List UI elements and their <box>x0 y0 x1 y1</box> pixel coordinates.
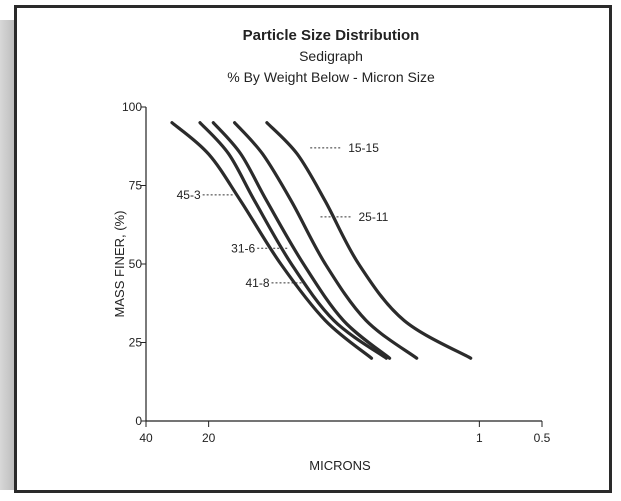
axes: 0 25 50 75 100 40 20 1 0.5 <box>122 100 551 445</box>
series-layer <box>170 121 473 360</box>
x-tick-label: 20 <box>202 431 216 445</box>
y-axis-label: MASS FINER, (%) <box>112 211 127 318</box>
y-tick-label: 0 <box>135 414 142 428</box>
series-label-45-3: 45-3 <box>177 188 201 202</box>
series-line-25-11 <box>233 121 419 360</box>
chart-subtitle-2: % By Weight Below - Micron Size <box>227 69 435 85</box>
annotation-layer: 15-15 25-11 45-3 31-6 41-8 <box>177 141 389 290</box>
x-tick-label: 40 <box>139 431 153 445</box>
page-shadow <box>0 20 14 490</box>
y-tick-label: 25 <box>129 336 143 350</box>
series-label-41-8: 41-8 <box>245 276 269 290</box>
series-line-15-15 <box>265 121 473 360</box>
series-line-45-3 <box>170 121 374 360</box>
x-axis-label: MICRONS <box>309 458 371 473</box>
series-label-25-11: 25-11 <box>359 210 389 224</box>
y-tick-label: 50 <box>129 257 143 271</box>
series-label-31-6: 31-6 <box>231 241 255 255</box>
series-line-41-8 <box>198 121 388 360</box>
x-tick-label: 1 <box>476 431 483 445</box>
x-tick-label: 0.5 <box>534 431 551 445</box>
series-line-31-6 <box>211 121 392 360</box>
series-label-15-15: 15-15 <box>348 141 379 155</box>
y-tick-label: 100 <box>122 100 142 114</box>
y-tick-label: 75 <box>129 179 143 193</box>
chart-frame <box>14 5 612 493</box>
chart-subtitle-1: Sedigraph <box>299 48 363 64</box>
chart-title: Particle Size Distribution <box>243 27 420 44</box>
